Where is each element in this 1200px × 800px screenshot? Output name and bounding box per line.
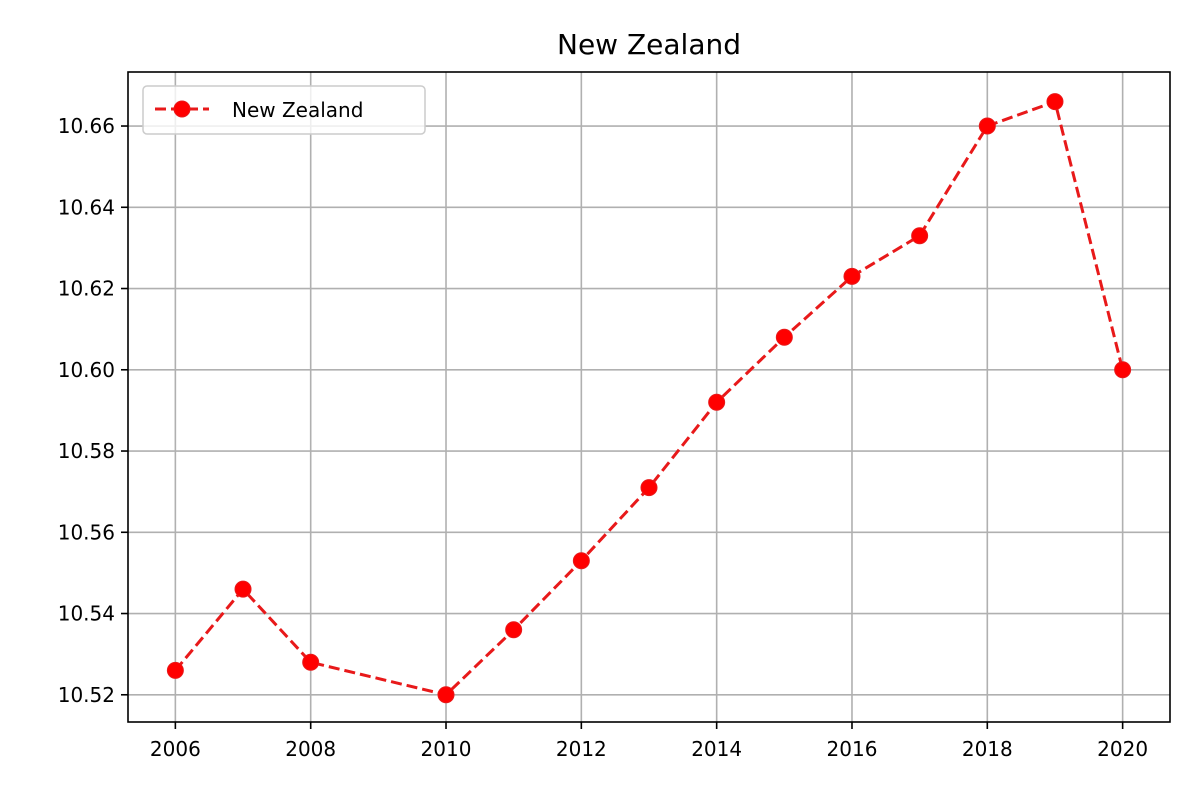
chart-title: New Zealand: [557, 28, 741, 61]
axis-ticks: 2006 2008 2010 2012 2014 2016 2018 2020 10.52 10.…: [58, 114, 1148, 761]
legend-box: [142, 85, 426, 135]
y-tick-label: 10.60: [58, 358, 115, 382]
legend: New Zealand: [142, 85, 426, 135]
series-layer: [166, 93, 1132, 704]
y-tick-label: 10.64: [58, 195, 115, 219]
x-tick-label: 2006: [150, 737, 201, 761]
data-point: [505, 621, 523, 639]
x-tick-label: 2018: [962, 737, 1013, 761]
data-point: [1114, 361, 1132, 379]
legend-label: New Zealand: [232, 98, 363, 122]
data-point: [166, 661, 184, 679]
x-tick-label: 2020: [1097, 737, 1148, 761]
data-point: [572, 552, 590, 570]
data-point: [978, 117, 996, 135]
data-point: [1046, 93, 1064, 111]
data-point: [911, 227, 929, 245]
y-tick-label: 10.58: [58, 439, 115, 463]
data-point: [775, 328, 793, 346]
axes-frame: [127, 71, 1171, 723]
y-tick-label: 10.56: [58, 520, 115, 544]
y-tick-label: 10.52: [58, 683, 115, 707]
x-tick-label: 2012: [556, 737, 607, 761]
data-point: [437, 686, 455, 704]
data-point: [302, 653, 320, 671]
x-tick-label: 2016: [827, 737, 878, 761]
series-line: [174, 99, 1125, 697]
data-point: [234, 580, 252, 598]
data-point: [843, 267, 861, 285]
y-tick-label: 10.54: [58, 602, 115, 626]
x-tick-label: 2008: [285, 737, 336, 761]
data-point: [640, 479, 658, 497]
data-point: [708, 393, 726, 411]
grid: [128, 72, 1170, 722]
y-tick-label: 10.62: [58, 277, 115, 301]
y-tick-label: 10.66: [58, 114, 115, 138]
legend-marker: [173, 100, 191, 118]
x-tick-label: 2010: [421, 737, 472, 761]
x-tick-label: 2014: [691, 737, 742, 761]
